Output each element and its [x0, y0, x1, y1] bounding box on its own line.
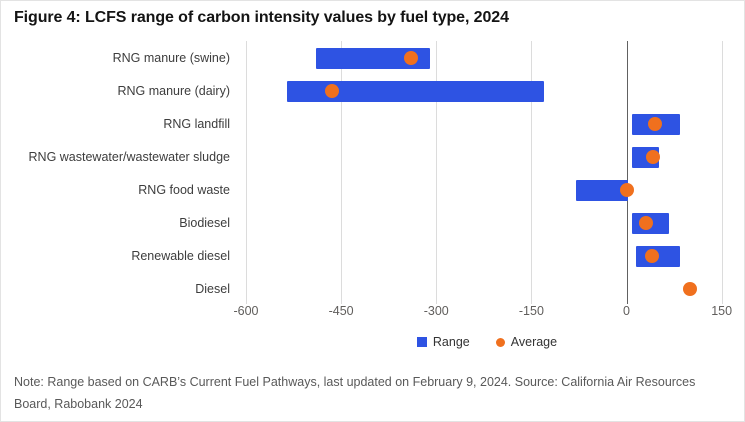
gridline	[246, 41, 247, 304]
x-tick-label: 0	[623, 304, 630, 318]
range-swatch-icon	[416, 337, 427, 347]
category-label: Renewable diesel	[131, 249, 230, 263]
category-label: RNG food waste	[138, 183, 230, 197]
average-dot	[324, 84, 339, 98]
average-dot	[620, 183, 635, 197]
x-tick-label: -450	[328, 304, 354, 318]
gridline	[721, 41, 723, 304]
category-label: RNG landfill	[163, 117, 230, 131]
range-bar	[575, 179, 629, 201]
gridline	[341, 41, 343, 304]
legend-range-label: Range	[432, 335, 470, 349]
x-tick-label: 150	[711, 304, 733, 318]
average-dot	[638, 216, 653, 230]
plot-area	[246, 41, 728, 304]
source-note: Note: Range based on CARB’s Current Fuel…	[14, 375, 696, 411]
average-dot	[682, 282, 697, 296]
category-label: Diesel	[195, 282, 230, 296]
average-dot	[648, 117, 663, 131]
legend-average-label: Average	[510, 335, 558, 349]
x-tick-label: -150	[518, 304, 544, 318]
zero-axis-line	[626, 41, 628, 304]
legend-item-range: Range	[416, 335, 470, 349]
x-tick-label: -300	[423, 304, 449, 318]
average-dot	[645, 150, 660, 164]
chart-title: Figure 4: LCFS range of carbon intensity…	[14, 9, 509, 26]
category-label: Biodiesel	[179, 216, 230, 230]
category-label: RNG manure (swine)	[112, 51, 230, 65]
average-dot	[644, 249, 659, 263]
gridline	[531, 41, 533, 304]
average-swatch-icon	[495, 337, 505, 347]
category-label: RNG manure (dairy)	[117, 84, 230, 98]
value-axis: -600 -450 -300 -150 0 150	[1, 304, 744, 322]
legend: Range Average	[246, 335, 728, 349]
average-dot	[403, 51, 418, 65]
category-label: RNG wastewater/wastewater sludge	[28, 150, 230, 164]
legend-item-average: Average	[495, 335, 558, 349]
range-bar	[287, 80, 545, 102]
category-axis: RNG manure (swine) RNG manure (dairy) RNG …	[1, 41, 238, 299]
range-bar	[315, 47, 430, 69]
x-tick-label: -600	[233, 304, 259, 318]
gridline	[436, 41, 438, 304]
